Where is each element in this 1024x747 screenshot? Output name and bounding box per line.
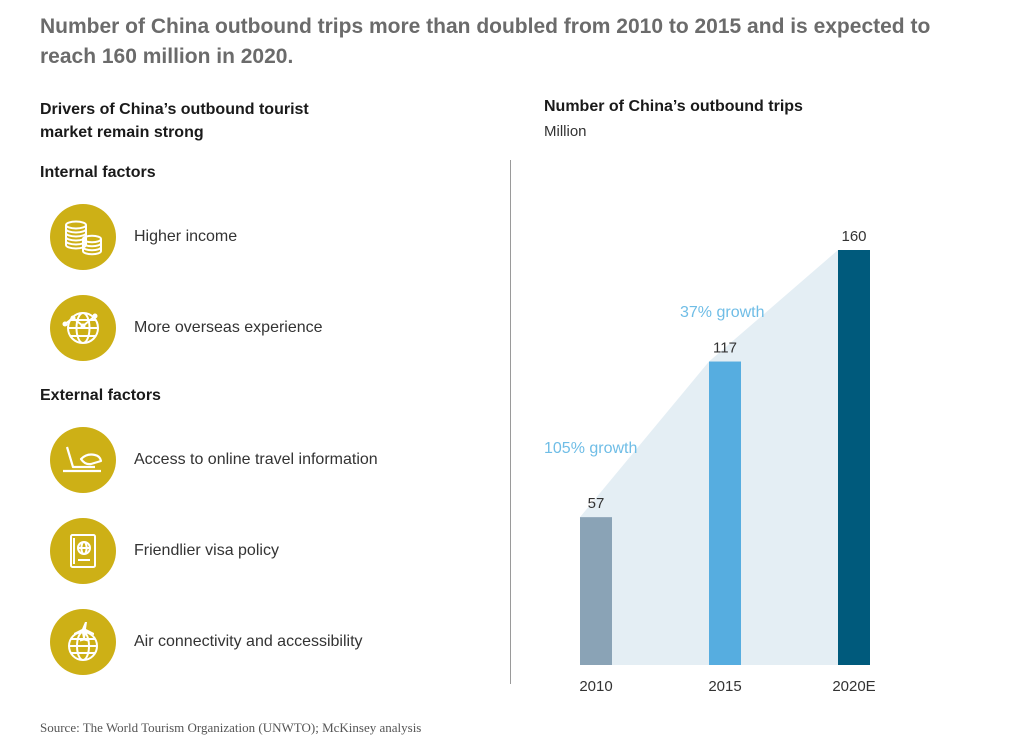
factor-overseas-experience: More overseas experience	[50, 294, 490, 362]
factor-higher-income: Higher income	[50, 203, 490, 271]
coins-icon	[50, 204, 116, 270]
drivers-title: Drivers of China’s outbound tourist mark…	[40, 98, 400, 144]
bar-2010	[580, 517, 612, 665]
chart-title: Number of China’s outbound trips	[544, 98, 803, 115]
factor-label: Higher income	[134, 228, 238, 245]
factor-label: Air connectivity and accessibility	[134, 633, 363, 650]
growth-annotation-2: 37% growth	[680, 304, 765, 321]
drivers-title-line2: market remain strong	[40, 124, 204, 141]
factor-online-travel-info: Access to online travel information	[50, 426, 490, 494]
external-factors-title: External factors	[40, 387, 161, 404]
factor-label: More overseas experience	[134, 319, 323, 336]
passport-icon	[50, 518, 116, 584]
source-note: Source: The World Tourism Organization (…	[40, 720, 422, 735]
headline: Number of China outbound trips more than…	[40, 15, 931, 68]
category-label-2020E: 2020E	[832, 678, 875, 695]
value-label-2020E: 160	[841, 228, 866, 245]
category-label-2015: 2015	[708, 678, 741, 695]
factor-label: Access to online travel information	[134, 451, 378, 468]
bar-2015	[709, 361, 741, 665]
drivers-title-line1: Drivers of China’s outbound tourist	[40, 101, 309, 118]
factor-air-connectivity: Air connectivity and accessibility	[50, 608, 490, 676]
laptop-hand-icon	[50, 427, 116, 493]
growth-annotation-1: 105% growth	[544, 440, 637, 457]
value-label-2010: 57	[588, 495, 605, 512]
internal-factors-title: Internal factors	[40, 164, 156, 181]
bar-2020E	[838, 250, 870, 665]
category-label-2010: 2010	[579, 678, 612, 695]
globe-network-icon	[50, 295, 116, 361]
airplane-globe-icon	[50, 609, 116, 675]
factor-label: Friendlier visa policy	[134, 542, 279, 559]
chart-unit: Million	[544, 123, 587, 140]
value-label-2015: 117	[713, 340, 737, 357]
factor-visa-policy: Friendlier visa policy	[50, 517, 490, 585]
outbound-trips-chart: 57 2010 117 2015 160 2020E 105% growth 37% grow…	[544, 228, 876, 695]
panel-divider	[510, 160, 511, 684]
